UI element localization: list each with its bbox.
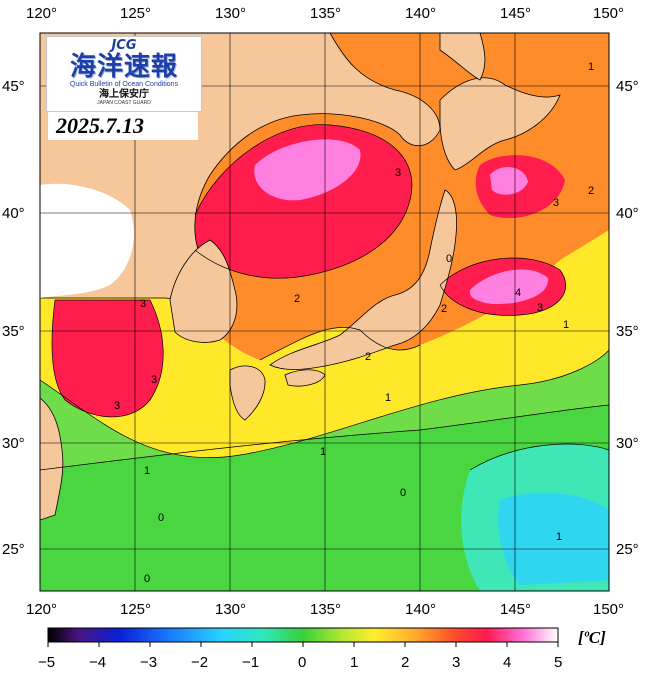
lat-tick-label: 45°	[2, 78, 25, 95]
lon-tick-label: 130°	[215, 601, 246, 618]
graticule	[40, 33, 609, 591]
colorbar-tick-label: −5	[38, 654, 55, 671]
colorbar-ticks	[47, 642, 559, 647]
contour-label: 3	[151, 374, 157, 386]
colorbar	[47, 627, 559, 643]
anomaly-zone-minus2	[498, 492, 609, 585]
lat-tick-label: 25°	[616, 541, 639, 558]
lon-tick-label: 150°	[593, 601, 624, 618]
colorbar-tick-label: −2	[191, 654, 208, 671]
contour-label: 1	[385, 392, 391, 404]
colorbar-tick-label: −4	[89, 654, 106, 671]
anomaly-zone-three-yellow-sea	[52, 300, 164, 417]
jcg-mark: JCG	[111, 38, 137, 53]
contour-label: 4	[515, 287, 521, 299]
lat-tick-label: 45°	[616, 78, 639, 95]
colorbar-tick-label: 1	[350, 654, 358, 671]
contour-label: 1	[320, 446, 326, 458]
date-box: 2025.7.13	[48, 112, 198, 140]
colorbar-tick-label: −3	[140, 654, 157, 671]
colorbar-tick-label: 4	[503, 654, 511, 671]
contour-label: 3	[395, 167, 401, 179]
land-hokkaido	[439, 77, 561, 171]
contour-label: 3	[537, 302, 543, 314]
anomaly-zone-four-japan-sea	[254, 139, 361, 201]
contour-label: 0	[144, 573, 150, 585]
colorbar-unit-label: [ºC]	[578, 628, 606, 647]
logo-subtitle-jp: 海上保安庁	[99, 89, 149, 100]
lon-tick-label: 140°	[405, 5, 436, 22]
anomaly-zone-four-east	[469, 269, 549, 305]
colorbar-tick-label: 2	[401, 654, 409, 671]
lon-tick-label: 130°	[215, 5, 246, 22]
lon-tick-label: 150°	[593, 5, 624, 22]
contour-label: 1	[563, 319, 569, 331]
lat-tick-label: 25°	[2, 541, 25, 558]
bulletin-date: 2025.7.13	[56, 113, 144, 138]
contour-label: 0	[400, 487, 406, 499]
contour-label: 3	[553, 197, 559, 209]
colorbar-tick-labels: −5 −4 −3 −2 −1 0 1 2 3 4 5	[38, 654, 562, 671]
contour-lines	[40, 124, 609, 471]
contour-label: 1	[556, 531, 562, 543]
contour-label: 2	[441, 303, 447, 315]
lon-tick-label: 120°	[26, 5, 57, 22]
anomaly-zone-four-north	[490, 166, 528, 195]
lon-tick-label: 140°	[405, 601, 436, 618]
contour-label: 3	[140, 298, 146, 310]
land-east-china-coast	[40, 397, 64, 521]
lat-tick-label: 30°	[2, 435, 25, 452]
contour-labels: 1 3 3 0 2 4 3 1 3 2 3 3 2 1 2 1 1 0 0 1 …	[114, 61, 594, 585]
lon-tick-label: 145°	[500, 601, 531, 618]
land-honshu	[269, 189, 457, 370]
lat-tick-label: 40°	[2, 205, 25, 222]
contour-label: 2	[294, 293, 300, 305]
map-border	[39, 32, 610, 592]
logo-title-jp: 海洋速報	[69, 52, 178, 82]
contour-label: 3	[114, 400, 120, 412]
lon-tick-label: 120°	[26, 601, 57, 618]
contour-label: 2	[365, 351, 371, 363]
contour-label: 0	[158, 512, 164, 524]
contour-label: 1	[588, 61, 594, 73]
logo-subtitle-en: JAPAN COAST GUARD	[97, 100, 151, 106]
contour-label: 2	[588, 185, 594, 197]
logo-title-en: Quick Bulletin of Ocean Conditions	[69, 81, 179, 88]
colorbar-tick-label: 5	[554, 654, 562, 671]
jcg-quick-bulletin-logo: JCG 海洋速報 Quick Bulletin of Ocean Conditi…	[46, 36, 202, 112]
lat-tick-label: 35°	[616, 323, 639, 340]
contour-label: 1	[144, 465, 150, 477]
lat-tick-label: 40°	[616, 205, 639, 222]
latitude-ticks-left: 45° 40° 35° 30° 25°	[2, 78, 25, 558]
colorbar-tick-label: −1	[242, 654, 259, 671]
lat-tick-label: 35°	[2, 323, 25, 340]
lon-tick-label: 135°	[310, 5, 341, 22]
land-sakhalin	[439, 33, 486, 81]
lat-tick-label: 30°	[616, 435, 639, 452]
contour-label: 0	[446, 253, 452, 265]
colorbar-tick-label: 3	[452, 654, 460, 671]
lon-tick-label: 125°	[120, 5, 151, 22]
land-north-china-bay-void	[40, 183, 134, 298]
land-kyushu	[229, 365, 266, 421]
lon-tick-label: 135°	[310, 601, 341, 618]
longitude-ticks-top: 120° 125° 130° 135° 140° 145° 150°	[26, 5, 624, 22]
colorbar-tick-label: 0	[298, 654, 306, 671]
lon-tick-label: 145°	[500, 5, 531, 22]
latitude-ticks-right: 45° 40° 35° 30° 25°	[616, 78, 639, 558]
lon-tick-label: 125°	[120, 601, 151, 618]
longitude-ticks-bottom: 120° 125° 130° 135° 140° 145° 150°	[26, 601, 624, 618]
